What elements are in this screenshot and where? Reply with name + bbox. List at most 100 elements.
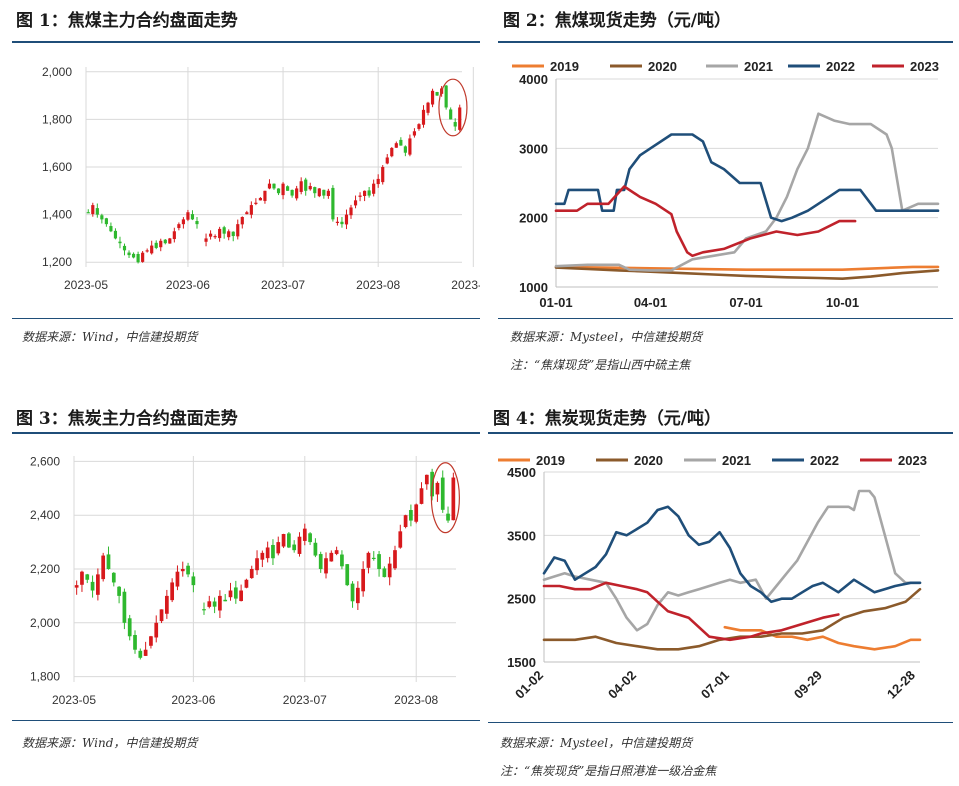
series-line-2023 xyxy=(542,581,840,642)
y-tick-label: 1,800 xyxy=(30,670,60,684)
candle-body xyxy=(222,227,226,234)
candle-body xyxy=(376,178,380,185)
candle-body xyxy=(408,138,412,155)
series-line-2021 xyxy=(542,489,922,632)
highlight-circle xyxy=(430,462,460,534)
legend-label-2019: 2019 xyxy=(550,59,579,74)
candle-body xyxy=(244,579,249,588)
candle-body xyxy=(340,554,344,567)
candle-body xyxy=(340,221,344,225)
candle-body xyxy=(281,534,286,547)
series-line-2021 xyxy=(554,112,940,272)
candle-body xyxy=(164,595,169,614)
chart1-title-rule xyxy=(12,41,480,43)
candle-body xyxy=(349,207,353,216)
candle-body xyxy=(258,197,262,201)
series-line-2019 xyxy=(554,265,940,271)
candle-body xyxy=(287,533,291,548)
candle-body xyxy=(239,590,243,602)
candle-body xyxy=(122,591,127,623)
candle-body xyxy=(449,109,453,120)
candle-body xyxy=(233,587,238,599)
candle-body xyxy=(177,224,181,229)
candle-body xyxy=(403,146,407,153)
legend-label-2023: 2023 xyxy=(898,453,927,468)
candle-body xyxy=(435,92,439,96)
candle-body xyxy=(131,253,136,258)
x-tick-label: 12-28 xyxy=(884,668,918,702)
candle-body xyxy=(276,542,281,554)
candle-body xyxy=(446,513,450,521)
candle-body xyxy=(159,240,163,248)
candle-body xyxy=(267,183,272,189)
candle-body xyxy=(387,563,392,578)
chart4-note: 注：“焦炭现货”是指日照港准一级冶金焦 xyxy=(500,764,717,778)
legend-label-2019: 2019 xyxy=(536,453,565,468)
candle-body xyxy=(286,186,290,191)
candle-body xyxy=(117,586,121,596)
candle-body xyxy=(324,558,328,574)
candle-body xyxy=(372,183,376,194)
candle-body xyxy=(109,226,113,232)
candle-body xyxy=(223,599,228,602)
y-tick-label: 3500 xyxy=(507,528,536,543)
candle-body xyxy=(240,217,244,225)
candle-body xyxy=(141,252,145,262)
x-tick-label: 2023-07 xyxy=(261,278,305,292)
candle-body xyxy=(326,190,330,197)
legend-label-2021: 2021 xyxy=(722,453,751,468)
y-tick-label: 1000 xyxy=(519,280,548,295)
candle-body xyxy=(191,576,196,586)
candle-body xyxy=(231,231,235,237)
chart4-bottom-rule xyxy=(488,722,953,723)
candle-body xyxy=(419,488,424,504)
candle-body xyxy=(96,574,100,595)
candle-body xyxy=(254,202,258,204)
candle-body xyxy=(202,609,206,611)
chart2-note: 注：“焦煤现货”是指山西中硫主焦 xyxy=(510,358,691,372)
y-tick-label: 2,000 xyxy=(42,65,72,79)
x-tick-label: 2023-05 xyxy=(52,693,96,707)
chart3-source: 数据来源：Wind，中信建投期货 xyxy=(22,736,198,750)
x-tick-label: 2023-08 xyxy=(394,693,438,707)
y-tick-label: 4500 xyxy=(507,465,536,480)
candle-body xyxy=(426,102,430,113)
x-tick-label: 01-01 xyxy=(539,295,572,310)
candle-body xyxy=(227,231,231,238)
candle-body xyxy=(335,221,340,223)
candle-body xyxy=(218,595,222,611)
candle-body xyxy=(181,219,185,225)
candle-body xyxy=(308,186,312,190)
candle-body xyxy=(245,212,249,215)
candle-body xyxy=(236,224,240,237)
candle-body xyxy=(318,554,323,569)
candle-body xyxy=(208,233,213,237)
candle-body xyxy=(255,558,259,571)
chart3-bottom-rule xyxy=(12,720,480,721)
series-line-2022 xyxy=(554,133,940,223)
candle-body xyxy=(149,636,153,646)
candle-body xyxy=(292,544,297,551)
chart1-source: 数据来源：Wind，中信建投期货 xyxy=(22,330,198,344)
candle-body xyxy=(100,215,104,220)
candle-body xyxy=(290,189,294,196)
candle-body xyxy=(168,238,172,244)
candle-body xyxy=(394,143,398,148)
candle-body xyxy=(412,131,417,136)
candle-body xyxy=(363,190,367,196)
x-tick-label: 2023-06 xyxy=(166,278,210,292)
candle-body xyxy=(159,609,164,622)
candle-body xyxy=(85,574,90,580)
legend-label-2022: 2022 xyxy=(810,453,839,468)
candle-body xyxy=(154,242,158,248)
y-tick-label: 4000 xyxy=(519,72,548,87)
legend-label-2020: 2020 xyxy=(648,59,677,74)
candle-body xyxy=(175,571,180,587)
legend-label-2023: 2023 xyxy=(910,59,939,74)
chart3-candlestick: 1,800 2,000 2,200 2,400 2,600 2023-05 2023-06 2… xyxy=(30,454,460,707)
series-line-2020 xyxy=(542,587,922,651)
y-tick-label: 3000 xyxy=(519,141,548,156)
candle-body xyxy=(127,618,132,637)
candle-body xyxy=(297,536,302,554)
candle-body xyxy=(86,212,90,214)
